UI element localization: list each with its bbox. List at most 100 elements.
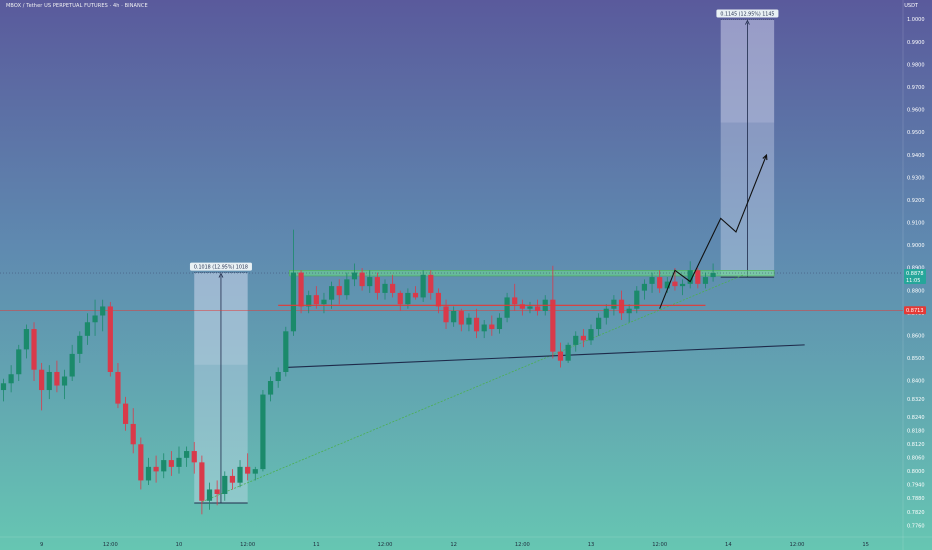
- y-tick-label: 0.7760: [907, 523, 925, 529]
- measure-1-label: 0.1018 (12.95%) 1018: [194, 264, 248, 270]
- candle-body: [115, 371, 121, 404]
- measure-1-arrow-head: [218, 272, 224, 278]
- y-tick-label: 0.8500: [907, 356, 925, 362]
- candle-body: [206, 489, 213, 501]
- candle-body: [565, 344, 571, 361]
- candle-body: [679, 283, 686, 287]
- candle-body: [496, 317, 503, 330]
- candle-body: [504, 297, 510, 318]
- candle-body: [573, 335, 579, 345]
- drawing-layer: [0, 270, 903, 503]
- current-price-tag-text: 0.8878: [906, 271, 924, 277]
- candle-body: [588, 329, 594, 341]
- candle-body: [237, 466, 243, 483]
- projection-arrow-head: [762, 153, 768, 161]
- candle-body: [138, 444, 144, 481]
- candle-body: [77, 335, 83, 354]
- candle-body: [489, 324, 495, 330]
- candle-body: [443, 306, 449, 323]
- candle-body: [252, 469, 258, 474]
- candle-body: [687, 270, 693, 284]
- candle-body: [535, 306, 541, 311]
- level-price-tag-bg: [904, 306, 926, 315]
- candle-body: [451, 310, 457, 323]
- y-tick-label: 0.8000: [907, 469, 925, 475]
- y-tick-label: 0.9400: [907, 153, 925, 159]
- candle-body: [428, 274, 434, 293]
- candle-body: [702, 277, 709, 284]
- candle-body: [92, 315, 98, 323]
- candle-body: [336, 286, 342, 296]
- candle-body: [23, 329, 29, 350]
- candle-body: [519, 304, 525, 309]
- y-tick-label: 0.7940: [907, 483, 925, 489]
- y-tick-label: 0.9500: [907, 130, 925, 136]
- y-tick-label: 0.8900: [907, 266, 925, 272]
- candle-body: [290, 272, 297, 332]
- candle-body: [61, 376, 68, 386]
- candle-body: [359, 272, 365, 287]
- candle-body: [176, 457, 182, 467]
- candle-body: [31, 329, 37, 370]
- currency-label[interactable]: USDT: [904, 3, 918, 9]
- candle-body: [229, 475, 235, 483]
- candles-layer: [0, 229, 716, 515]
- candle-body: [313, 295, 319, 305]
- candle-body: [16, 349, 22, 375]
- candle-body: [481, 324, 487, 332]
- y-tick-label: 0.9700: [907, 85, 925, 91]
- y-tick-label: 0.9000: [907, 243, 925, 249]
- candle-body: [145, 466, 152, 481]
- candle-body: [328, 286, 335, 300]
- candle-body: [130, 423, 136, 445]
- candle-body: [275, 371, 281, 382]
- time-axis[interactable]: 9 12:00 10 12:00 11 12:00 12 12:00 13 12:00 14 12:0…: [40, 542, 869, 548]
- overlay-layer: [278, 153, 768, 309]
- candle-body: [267, 381, 274, 395]
- x-tick-label: 12:00: [515, 542, 530, 548]
- y-tick-label: 0.7820: [907, 510, 925, 516]
- y-tick-label: 0.9600: [907, 108, 925, 114]
- y-tick-label: 0.7880: [907, 496, 925, 502]
- candle-body: [596, 317, 602, 330]
- candle-body: [260, 394, 266, 470]
- candle-body: [473, 317, 480, 332]
- candle-body: [344, 279, 350, 296]
- candle-body: [672, 281, 678, 287]
- y-tick-label: 0.8240: [907, 415, 925, 421]
- x-tick-label: 12:00: [790, 542, 805, 548]
- candle-body: [122, 403, 129, 424]
- range-floor: [285, 344, 805, 369]
- candle-body: [298, 272, 304, 307]
- symbol-title[interactable]: MBOX / Tether US PERPETUAL FUTURES · 4h …: [6, 3, 148, 9]
- candle-body: [710, 273, 716, 278]
- y-tick-label: 0.8180: [907, 428, 925, 434]
- candle-body: [382, 283, 388, 293]
- x-tick-label: 12:00: [378, 542, 393, 548]
- y-tick-label: 1.0000: [907, 17, 925, 23]
- candle-body: [69, 353, 75, 377]
- x-tick-label: 12:00: [240, 542, 255, 548]
- y-tick-label: 0.8600: [907, 334, 925, 340]
- price-axis[interactable]: 1.0000 0.9900 0.9800 0.9700 0.9600 0.9500 0.94…: [904, 17, 926, 529]
- candle-body: [397, 292, 403, 305]
- y-tick-label: 0.8060: [907, 456, 925, 462]
- candle-body: [306, 295, 312, 307]
- x-tick-label: 13: [588, 542, 595, 548]
- candle-body: [367, 277, 373, 287]
- x-tick-label: 14: [725, 542, 732, 548]
- candle-body: [161, 460, 167, 472]
- y-tick-label: 0.9900: [907, 40, 925, 46]
- candle-body: [580, 335, 586, 341]
- x-tick-label: 12:00: [652, 542, 667, 548]
- candle-body: [695, 270, 701, 284]
- x-tick-label: 11: [313, 542, 320, 548]
- candle-body: [0, 383, 7, 391]
- candle-body: [611, 299, 617, 309]
- y-tick-label: 0.9100: [907, 221, 925, 227]
- y-tick-label: 0.8400: [907, 379, 925, 385]
- x-tick-label: 12: [450, 542, 457, 548]
- y-tick-label: 0.8120: [907, 442, 925, 448]
